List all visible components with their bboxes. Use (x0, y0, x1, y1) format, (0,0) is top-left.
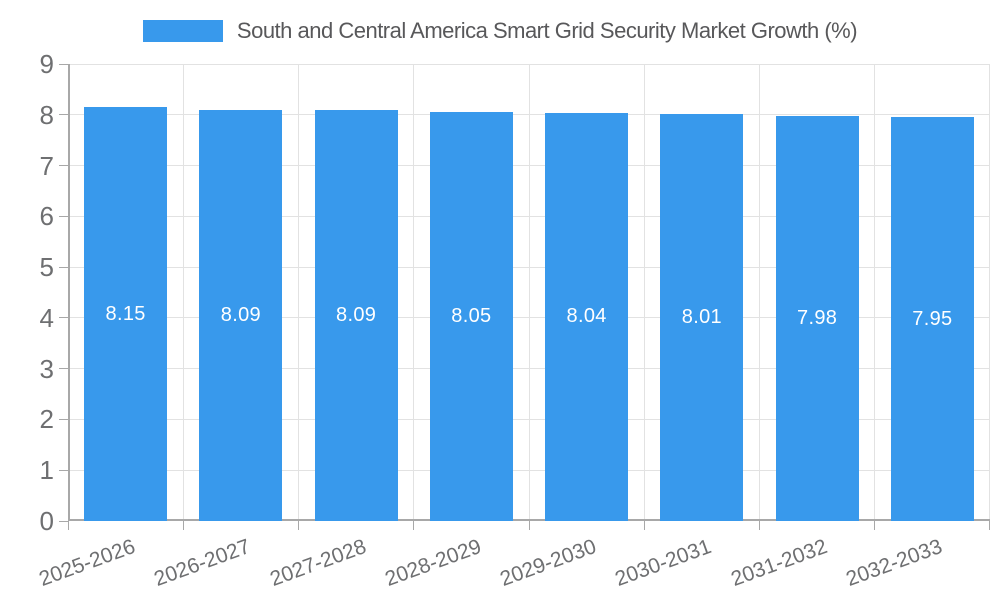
y-tick-label: 5 (39, 252, 54, 283)
y-tick-label: 8 (39, 99, 54, 130)
bar: 8.09 (199, 110, 283, 521)
bar-value-label: 8.05 (451, 305, 492, 328)
bar: 8.05 (429, 112, 513, 521)
y-tick-label: 0 (39, 506, 54, 536)
x-axis-line (68, 519, 990, 521)
bar: 8.09 (314, 110, 398, 521)
y-axis-tick (59, 165, 68, 167)
x-axis-tick (182, 521, 184, 530)
x-axis-tick (874, 521, 876, 530)
y-axis-tick (59, 114, 68, 116)
x-axis-tick (759, 521, 760, 530)
x-axis-tick (528, 521, 530, 530)
v-gridline (413, 64, 415, 521)
y-tick-label: 3 (39, 353, 54, 384)
x-tick-label: 2032-2033 (842, 535, 946, 591)
v-gridline (759, 64, 760, 521)
bar: 8.15 (84, 107, 168, 521)
v-gridline (874, 64, 876, 521)
x-axis-tick (298, 521, 299, 530)
y-axis-tick (59, 215, 68, 217)
y-axis-tick (59, 418, 68, 420)
y-tick-label: 4 (39, 302, 54, 333)
bar-value-label: 8.09 (336, 304, 377, 327)
v-gridline (643, 64, 645, 521)
bar-value-label: 8.09 (220, 304, 261, 327)
y-axis-line (68, 64, 70, 521)
plot-area: 0 1 2 3 4 5 6 7 8 9 8.15 8.09 8.09 8.05 8.04 8.01 7.98 7.… (36, 49, 990, 591)
bar: 8.04 (545, 112, 629, 521)
y-axis-tick (59, 469, 68, 471)
v-gridline (182, 64, 184, 521)
x-tick-label: 2027-2028 (266, 535, 369, 591)
y-axis-tick (59, 317, 68, 319)
x-tick-label: 2026-2027 (151, 535, 254, 591)
bar-value-label: 7.95 (912, 307, 953, 330)
bar-value-label: 8.04 (566, 305, 607, 328)
y-tick-label: 1 (39, 455, 54, 486)
bar-value-label: 8.01 (681, 306, 722, 329)
v-gridline (988, 64, 990, 521)
y-tick-label: 2 (39, 404, 54, 435)
legend-swatch (142, 20, 223, 42)
x-axis-tick (988, 521, 990, 530)
bar: 7.98 (775, 115, 859, 521)
bar-value-label: 8.15 (105, 302, 146, 325)
bar: 8.01 (660, 114, 744, 521)
bar: 7.95 (890, 117, 974, 521)
x-tick-label: 2028-2029 (381, 535, 485, 591)
y-axis-tick (59, 266, 68, 268)
x-axis-tick (67, 521, 69, 530)
x-tick-label: 2030-2031 (612, 535, 715, 591)
v-gridline (298, 64, 299, 521)
y-axis-tick (59, 368, 68, 370)
x-axis-tick (643, 521, 645, 530)
y-tick-label: 9 (39, 49, 54, 79)
y-tick-label: 7 (39, 150, 54, 181)
x-tick-label: 2029-2030 (497, 535, 600, 591)
y-axis-tick (59, 520, 68, 522)
legend-label: South and Central America Smart Grid Sec… (236, 18, 858, 43)
x-tick-label: 2025-2026 (36, 535, 139, 591)
bar-value-label: 7.98 (797, 306, 838, 329)
legend[interactable]: South and Central America Smart Grid Sec… (0, 18, 1000, 44)
x-tick-label: 2031-2032 (727, 535, 830, 591)
v-gridline (528, 64, 530, 521)
y-axis-tick (59, 63, 68, 65)
x-axis-tick (413, 521, 415, 530)
y-tick-label: 6 (39, 201, 54, 232)
